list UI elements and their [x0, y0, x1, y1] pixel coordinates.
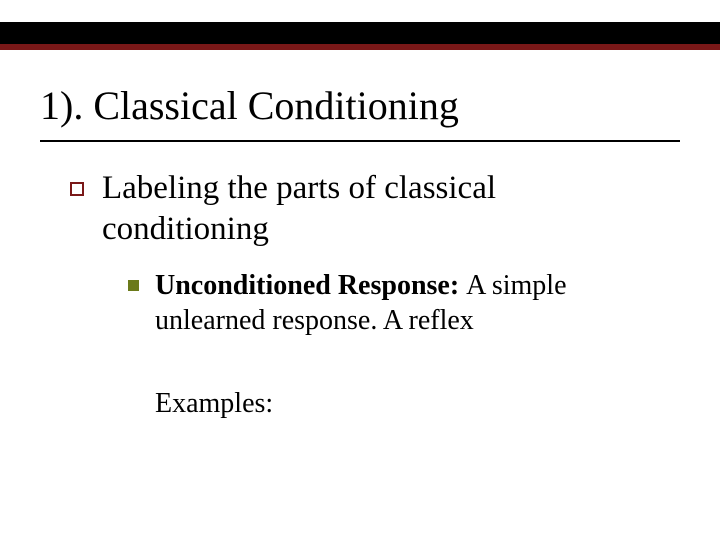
header-bar — [0, 22, 720, 52]
examples-label: Examples: — [155, 388, 273, 420]
header-bar-dark — [0, 22, 720, 44]
bullet-level1: Labeling the parts of classical conditio… — [70, 168, 670, 251]
title-underline — [40, 140, 680, 142]
bullet-level2: Unconditioned Response: A simple unlearn… — [128, 268, 678, 338]
header-bar-accent — [0, 44, 720, 50]
level2-bold: Unconditioned Response: — [155, 270, 466, 301]
slide-title: 1). Classical Conditioning — [40, 82, 459, 129]
level1-text: Labeling the parts of classical conditio… — [102, 168, 670, 251]
square-outline-icon — [70, 182, 84, 196]
level2-text: Unconditioned Response: A simple unlearn… — [155, 268, 678, 338]
square-filled-icon — [128, 280, 139, 291]
